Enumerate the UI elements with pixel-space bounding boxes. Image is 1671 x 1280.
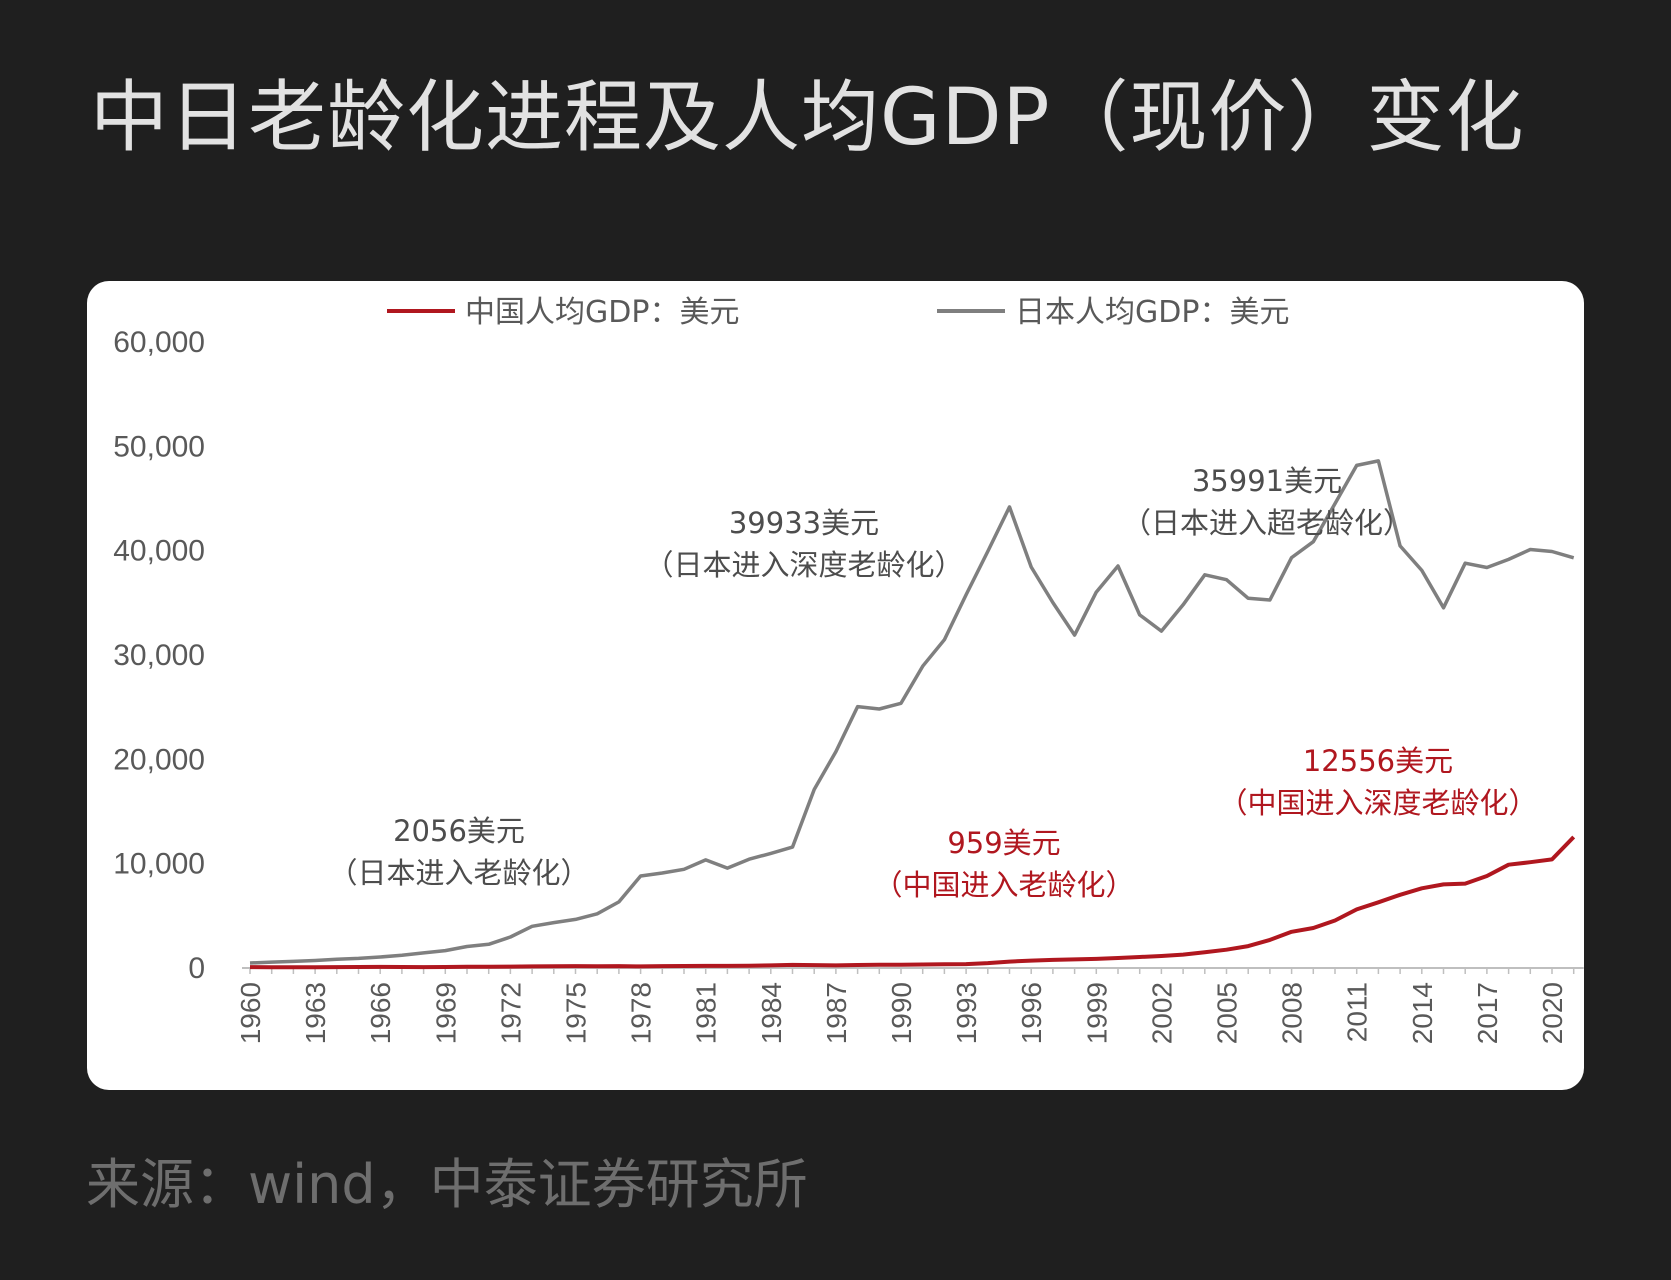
x-tick-label: 1966 xyxy=(365,982,396,1044)
y-tick-label: 0 xyxy=(188,952,205,985)
x-tick-label: 2011 xyxy=(1342,982,1373,1042)
y-tick-label: 20,000 xyxy=(113,743,205,776)
annotation-line: 39933美元 xyxy=(729,506,879,540)
x-tick-label: 1963 xyxy=(300,982,331,1044)
annotation-line: （日本进入深度老龄化） xyxy=(644,548,963,582)
annotation-line: （中国进入深度老龄化） xyxy=(1218,786,1537,820)
x-tick-label: 1975 xyxy=(561,982,592,1044)
x-tick-label: 2005 xyxy=(1212,982,1243,1044)
annotation-line: （日本进入超老龄化） xyxy=(1122,506,1412,540)
annotation-line: （日本进入老龄化） xyxy=(328,856,589,890)
y-tick-label: 60,000 xyxy=(113,326,205,359)
x-tick-label: 1984 xyxy=(756,982,787,1044)
x-tick-label: 1960 xyxy=(235,982,266,1044)
x-tick-label: 1969 xyxy=(430,982,461,1044)
chart-card: 中国人均GDP：美元 日本人均GDP：美元 0 10,000 20,000 30,000… xyxy=(87,281,1584,1090)
legend-china-label: 中国人均GDP：美元 xyxy=(465,295,739,330)
x-tick-label: 2020 xyxy=(1537,982,1568,1044)
series-lines xyxy=(249,459,1576,970)
chart-legend: 中国人均GDP：美元 日本人均GDP：美元 xyxy=(387,295,1289,330)
japan-gdp-line xyxy=(249,459,1575,965)
annotation-line: 12556美元 xyxy=(1303,744,1453,778)
y-tick-label: 30,000 xyxy=(113,639,205,672)
annotation-line: 2056美元 xyxy=(393,814,525,848)
x-tick-label: 1999 xyxy=(1081,982,1112,1044)
annotation-line: 959美元 xyxy=(947,826,1060,860)
source-note: 来源：wind，中泰证券研究所 xyxy=(86,1153,808,1216)
annotations: 2056美元 （日本进入老龄化） 39933美元 （日本进入深度老龄化） 35991美元… xyxy=(328,464,1537,902)
x-tick-label: 2002 xyxy=(1146,982,1177,1044)
x-tick-label: 1996 xyxy=(1016,982,1047,1044)
x-axis: 1960 1963 1966 1969 1972 1975 1978 1981 1984 1987… xyxy=(235,967,1584,1044)
x-tick-label: 1990 xyxy=(886,982,917,1044)
annotation-line: 35991美元 xyxy=(1192,464,1342,498)
china-gdp-line xyxy=(249,835,1576,970)
x-tick-label: 1981 xyxy=(691,982,722,1044)
x-tick-label: 1993 xyxy=(951,982,982,1044)
x-tick-label: 2014 xyxy=(1407,982,1438,1044)
annotation-line: （中国进入老龄化） xyxy=(873,868,1134,902)
y-tick-label: 50,000 xyxy=(113,430,205,463)
x-tick-label: 1972 xyxy=(495,982,526,1044)
line-chart: 中国人均GDP：美元 日本人均GDP：美元 0 10,000 20,000 30,000… xyxy=(113,295,1584,1044)
y-axis: 0 10,000 20,000 30,000 40,000 50,000 60,000 xyxy=(113,326,205,985)
x-tick-label: 1978 xyxy=(626,982,657,1044)
y-tick-label: 10,000 xyxy=(113,848,205,881)
page-title: 中日老龄化进程及人均GDP（现价）变化 xyxy=(90,73,1525,163)
y-tick-label: 40,000 xyxy=(113,535,205,568)
x-tick-label: 2008 xyxy=(1277,982,1308,1044)
legend-japan-label: 日本人均GDP：美元 xyxy=(1015,295,1289,330)
x-tick-label: 1987 xyxy=(821,982,852,1044)
x-tick-label: 2017 xyxy=(1472,982,1503,1044)
